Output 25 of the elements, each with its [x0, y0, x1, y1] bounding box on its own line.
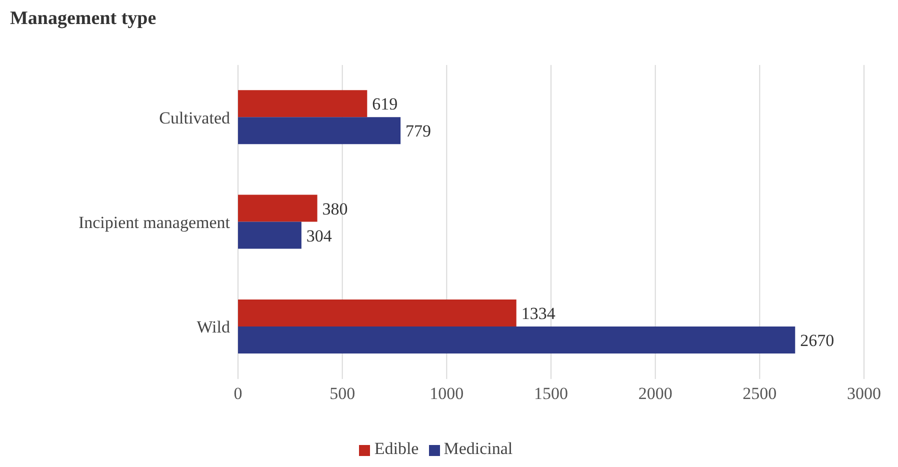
y-tick-label: Cultivated [159, 108, 230, 128]
legend-label: Edible [374, 439, 419, 458]
text: Management type [9, 8, 158, 31]
x-tick-label: 1500 [534, 384, 568, 404]
bar [238, 117, 401, 144]
x-tick-label: 3000 [847, 384, 881, 404]
x-tick-label: 0 [234, 384, 242, 404]
data-label: 304 [306, 226, 332, 246]
bar [238, 222, 302, 249]
bar [238, 90, 368, 118]
x-tick-label: 2000 [638, 384, 672, 404]
bar [238, 299, 516, 326]
data-label: 2670 [800, 330, 834, 350]
y-tick-label: Wild [196, 318, 230, 337]
bar [238, 326, 796, 354]
y-tick-label: Incipient management [78, 213, 230, 232]
data-label: 380 [322, 199, 348, 218]
data-label: 619 [372, 94, 398, 114]
data-label: 1334 [521, 304, 556, 323]
x-tick-label: 500 [330, 384, 356, 404]
data-label: 779 [406, 122, 432, 141]
bar [238, 194, 318, 222]
x-tick-label: 2500 [742, 384, 777, 404]
legend-label: Medicinal [444, 439, 513, 458]
x-tick-label: 1000 [430, 384, 464, 404]
